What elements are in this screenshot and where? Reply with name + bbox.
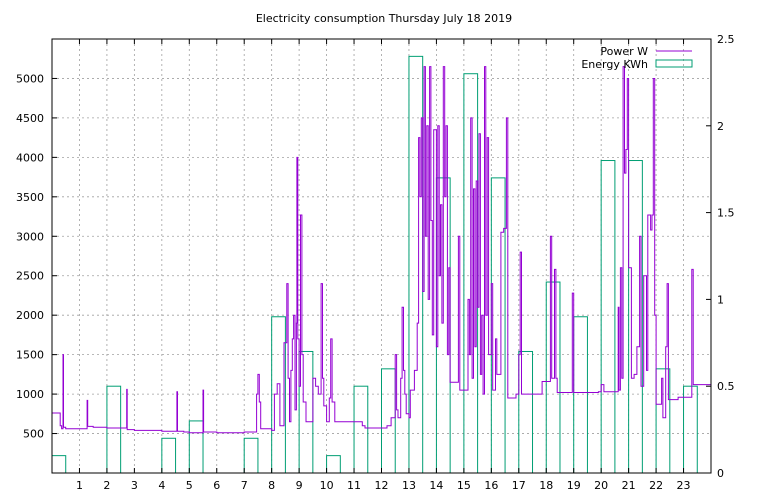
x-tick-label: 22 [649,479,663,492]
y-left-tick-label: 3000 [16,230,44,243]
energy-bar [600,160,616,474]
legend-swatch-energy [655,59,693,68]
y-right-tick-label: 1 [717,293,724,306]
x-tick-label: 13 [402,479,416,492]
x-tick-label: 19 [567,479,581,492]
energy-bar [518,350,534,474]
x-tick-label: 14 [429,479,443,492]
y-left-tick-label: 2500 [16,270,44,283]
x-tick-label: 15 [457,479,471,492]
x-tick-label: 9 [296,479,303,492]
ticks: 1 2 3 4 5 6 7 8 9 10 11 12 13 14 15 16 17 18 19 20 21 22 23500… [16,33,735,492]
x-tick-label: 3 [131,479,138,492]
energy-bar [161,437,177,474]
y-right-tick-label: 0.5 [717,380,735,393]
energy-bar [545,281,561,474]
y-left-tick-label: 5000 [16,72,44,85]
y-right-tick-label: 2.5 [717,33,735,46]
x-tick-label: 21 [622,479,636,492]
x-tick-label: 18 [539,479,553,492]
y-left-tick-label: 4000 [16,151,44,164]
x-tick-label: 11 [347,479,361,492]
energy-bar [188,420,204,474]
y-left-tick-label: 500 [23,428,44,441]
y-right-tick-label: 1.5 [717,207,735,220]
x-tick-label: 5 [186,479,193,492]
x-tick-label: 4 [158,479,165,492]
x-tick-label: 1 [76,479,83,492]
power-series [52,66,712,434]
energy-bar [243,437,259,474]
y-left-tick-label: 1500 [16,349,44,362]
energy-bar [326,455,341,474]
x-tick-label: 8 [268,479,275,492]
x-tick-label: 7 [241,479,248,492]
x-tick-label: 6 [213,479,220,492]
energy-series [51,55,698,474]
legend: Power W Energy KWh [581,45,693,71]
power-line [52,66,712,434]
energy-bar [381,368,396,474]
y-right-tick-label: 2 [717,120,724,133]
energy-bar [573,316,588,474]
x-tick-label: 2 [103,479,110,492]
y-right-tick-label: 0 [717,467,724,480]
y-left-tick-label: 1000 [16,388,44,401]
energy-bar [271,316,286,474]
energy-bar [51,455,67,474]
x-tick-label: 23 [677,479,691,492]
x-tick-label: 20 [594,479,608,492]
x-tick-label: 10 [320,479,334,492]
y-left-tick-label: 4500 [16,112,44,125]
energy-bar [408,55,424,474]
y-left-tick-label: 3500 [16,191,44,204]
energy-bar [628,160,643,474]
x-tick-label: 17 [512,479,526,492]
x-tick-label: 12 [375,479,389,492]
energy-bar [353,385,369,474]
energy-bar [490,177,506,474]
legend-label-energy: Energy KWh [581,58,648,71]
energy-bar [683,385,698,474]
x-tick-label: 16 [484,479,498,492]
energy-bar [106,385,122,474]
chart-title: Electricity consumption Thursday July 18… [256,12,512,25]
legend-label-power: Power W [600,45,648,58]
y-left-tick-label: 2000 [16,309,44,322]
